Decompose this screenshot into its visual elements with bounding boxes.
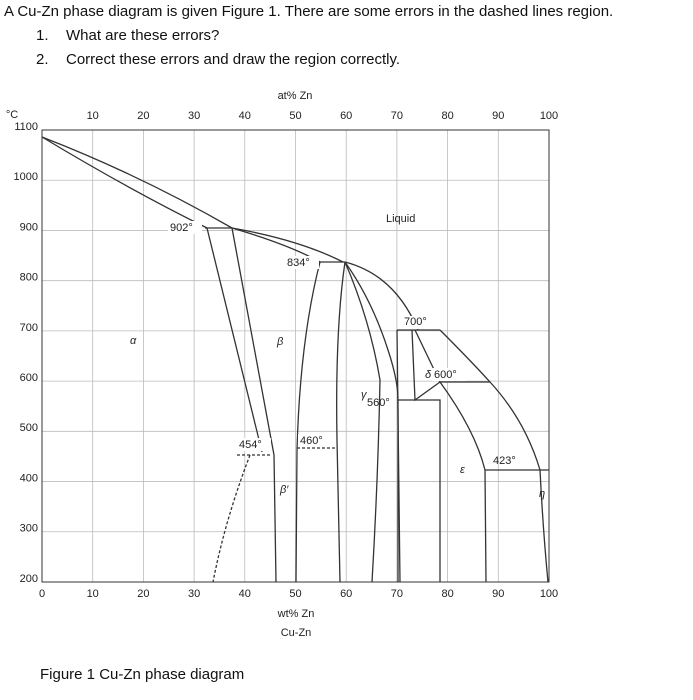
phase-label: δ <box>425 369 432 381</box>
phase-label: ε <box>460 464 465 476</box>
y-tick-label: 300 <box>20 523 38 535</box>
x-tick-label: 0 <box>39 588 45 600</box>
phase-label: γ <box>361 389 368 401</box>
top-tick-label: 100 <box>540 110 558 122</box>
x-tick-label: 60 <box>340 588 352 600</box>
item-text: What are these errors? <box>66 27 220 44</box>
temp-label: 423° <box>493 455 516 467</box>
phase-label: α <box>130 335 137 347</box>
y-tick-label: 600 <box>20 372 38 384</box>
item-number: 2. <box>36 51 49 68</box>
y-tick-label: 200 <box>20 573 38 585</box>
x-tick-label: 40 <box>239 588 251 600</box>
item-text: Correct these errors and draw the region… <box>66 51 401 68</box>
temp-label: 560° <box>367 397 390 409</box>
x-tick-label: 50 <box>289 588 301 600</box>
top-tick-label: 40 <box>239 110 251 122</box>
phase-label: β <box>276 336 284 348</box>
x-tick-label: 100 <box>540 588 558 600</box>
x-tick-label: 30 <box>188 588 200 600</box>
top-tick-label: 10 <box>87 110 99 122</box>
bottom-axis-label: wt% Zn <box>277 608 315 620</box>
x-tick-label: 80 <box>441 588 453 600</box>
top-tick-label: 90 <box>492 110 504 122</box>
top-tick-label: 80 <box>441 110 453 122</box>
y-unit: °C <box>6 109 18 121</box>
top-tick-label: 20 <box>137 110 149 122</box>
temp-label: 902° <box>170 222 193 234</box>
top-tick-label: 50 <box>289 110 301 122</box>
y-tick-label: 700 <box>20 322 38 334</box>
y-tick-label: 400 <box>20 472 38 484</box>
question-intro: A Cu-Zn phase diagram is given Figure 1.… <box>4 3 614 20</box>
temp-label: 460° <box>300 435 323 447</box>
y-tick-label: 900 <box>20 221 38 233</box>
temp-label: 454° <box>239 439 262 451</box>
top-tick-label: 60 <box>340 110 352 122</box>
phase-label: η <box>539 488 545 500</box>
plot-frame <box>41 129 550 583</box>
x-tick-label: 70 <box>391 588 403 600</box>
temp-label: 700° <box>404 316 427 328</box>
top-tick-label: 30 <box>188 110 200 122</box>
figure-caption: Figure 1 Cu-Zn phase diagram <box>40 666 245 683</box>
x-tick-label: 90 <box>492 588 504 600</box>
phase-label: β′ <box>279 484 289 496</box>
top-tick-label: 70 <box>391 110 403 122</box>
y-tick-label: 1100 <box>14 121 38 133</box>
top-axis-label: at% Zn <box>278 90 313 102</box>
temp-label: 600° <box>434 369 457 381</box>
temp-label: 834° <box>287 257 310 269</box>
y-tick-label: 800 <box>20 272 38 284</box>
phase-label: Liquid <box>386 213 415 225</box>
x-tick-label: 20 <box>137 588 149 600</box>
system-label: Cu-Zn <box>281 627 312 639</box>
y-tick-label: 500 <box>20 422 38 434</box>
x-tick-label: 10 <box>87 588 99 600</box>
y-tick-label: 1000 <box>14 171 38 183</box>
item-number: 1. <box>36 27 49 44</box>
region-labels: 902° 834° Liquid 700° 600° 560° 454° 460… <box>130 213 545 500</box>
